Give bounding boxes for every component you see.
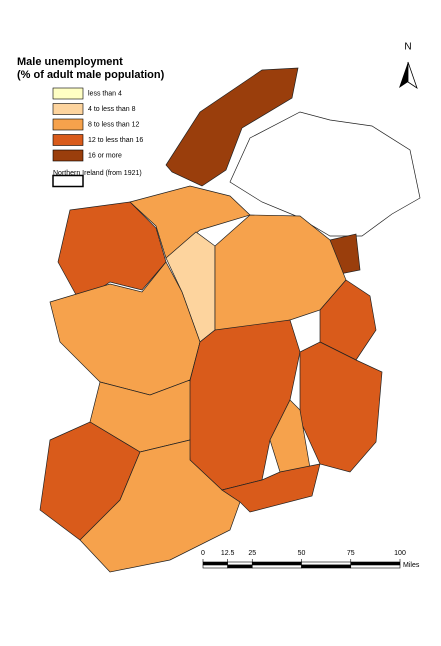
region — [165, 67, 299, 187]
scale-label: 25 — [248, 550, 256, 557]
scale-segment — [202, 561, 228, 566]
legend: less than 4 4 to less than 8 8 to less tha… — [52, 87, 143, 188]
legend-swatch — [52, 103, 84, 115]
north-arrow: N — [399, 42, 418, 89]
legend-swatch — [52, 149, 84, 162]
scale-label: 100 — [394, 550, 406, 557]
scale-segment — [301, 561, 352, 566]
scale-bar: 0 12.5 25 50 75 100 Miles — [201, 550, 420, 569]
north-label: N — [404, 42, 411, 53]
region — [221, 463, 321, 513]
legend-label: less than 4 — [88, 90, 122, 97]
scale-unit: Miles — [403, 562, 420, 569]
legend-swatch — [52, 87, 84, 100]
north-arrow-left — [399, 62, 408, 88]
scale-label: 12.5 — [221, 550, 235, 557]
legend-swatch — [52, 134, 84, 146]
region — [129, 185, 251, 259]
scale-segment — [227, 564, 253, 569]
legend-swatch — [52, 118, 84, 131]
scale-segment — [227, 561, 253, 566]
north-arrow-right — [407, 61, 418, 89]
scale-segment — [202, 564, 228, 569]
legend-label: 8 to less than 12 — [88, 121, 139, 128]
scale-segment — [251, 564, 302, 569]
region — [79, 439, 241, 573]
scale-label: 0 — [201, 550, 205, 557]
scale-label: 50 — [298, 550, 306, 557]
scale-segment — [251, 561, 302, 566]
legend-swatch — [52, 174, 84, 188]
map-title: Male unemployment — [17, 56, 123, 68]
scale-label: 75 — [347, 550, 355, 557]
region — [299, 341, 383, 473]
legend-label: 16 or more — [88, 152, 122, 159]
map-subtitle: (% of adult male population) — [17, 69, 165, 81]
scale-segment — [350, 561, 401, 566]
regions — [39, 67, 421, 573]
scale-segment — [350, 564, 401, 569]
legend-label: 12 to less than 16 — [88, 137, 143, 144]
region — [57, 201, 167, 303]
legend-label: Northern Ireland (from 1921) — [53, 170, 142, 177]
legend-label: 4 to less than 8 — [88, 106, 136, 113]
scale-segment — [301, 564, 352, 569]
